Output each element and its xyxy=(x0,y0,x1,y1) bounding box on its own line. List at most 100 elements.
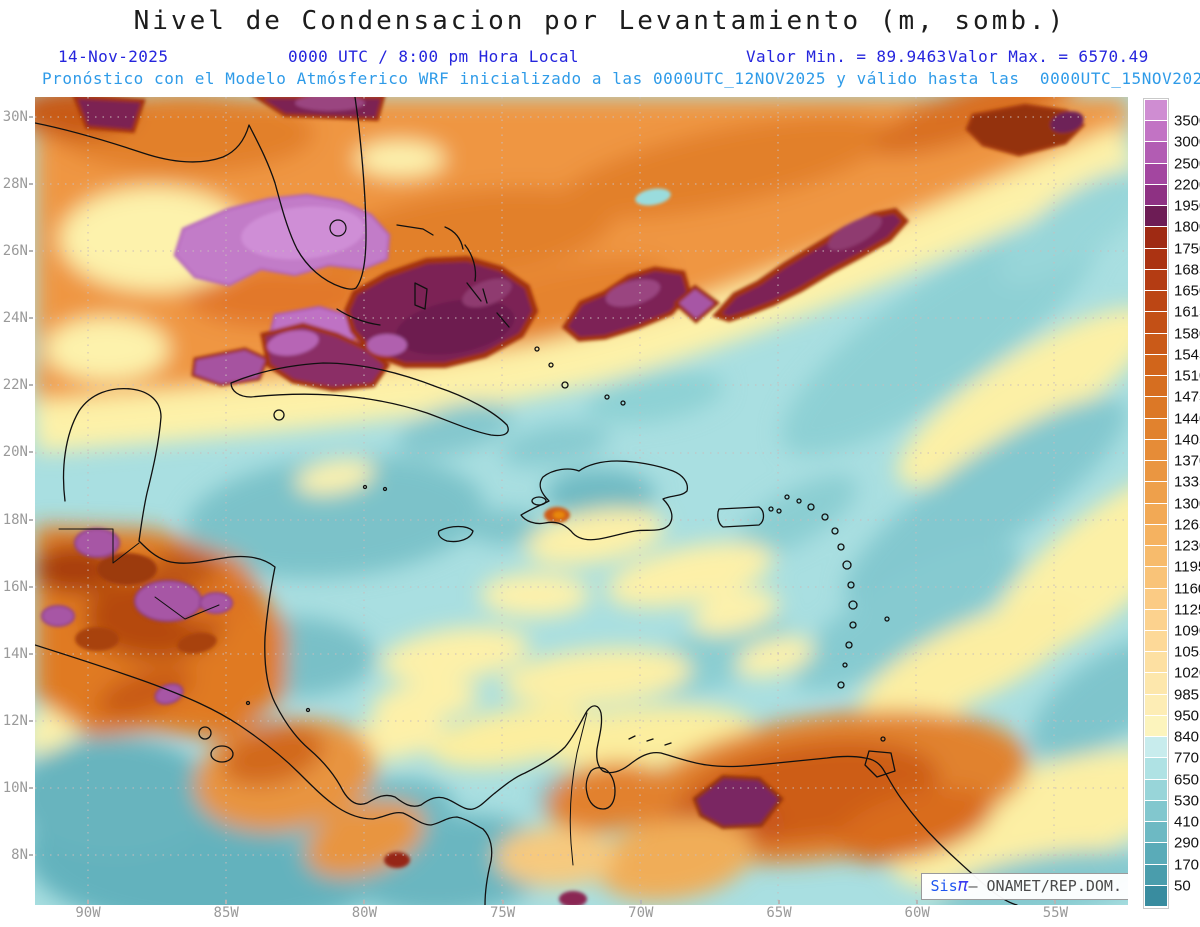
lon-label: 85W xyxy=(213,905,239,921)
colorbar-cell xyxy=(1144,884,1168,908)
colorbar-label: 1125 xyxy=(1174,601,1200,619)
coastline-florida-keys xyxy=(336,308,381,326)
colorbar-cell xyxy=(1144,608,1168,631)
lon-tick xyxy=(778,900,780,904)
colorbar-label: 1370 xyxy=(1174,452,1200,470)
colorbar-cell xyxy=(1144,162,1168,185)
colorbar-cell xyxy=(1144,651,1168,674)
lon-tick xyxy=(363,900,366,904)
colorbar-label: 1300 xyxy=(1174,495,1200,513)
lon-label: 60W xyxy=(904,905,930,921)
lon-label: 65W xyxy=(766,905,792,921)
coastline-puerto-rico xyxy=(717,506,765,528)
coastline-jamaica xyxy=(437,525,474,543)
colorbar-label: 1545 xyxy=(1174,346,1200,364)
colorbar-cell xyxy=(1144,205,1168,228)
lat-label: 20N xyxy=(2,444,28,461)
colorbar-cell xyxy=(1144,629,1168,653)
colorbar-cell xyxy=(1144,311,1168,334)
colorbar-cell xyxy=(1144,98,1168,122)
lake-okeechobee xyxy=(329,219,347,237)
colorbar-label: 3500 xyxy=(1174,112,1200,130)
coastline-cuba xyxy=(230,362,509,437)
ile-gonave xyxy=(531,496,547,506)
colorbar-cell xyxy=(1144,778,1168,801)
colorbar-cell xyxy=(1144,502,1168,525)
colorbar-cell xyxy=(1144,481,1168,504)
colorbar-label: 1440 xyxy=(1174,410,1200,428)
colorbar-cell xyxy=(1144,863,1168,886)
colorbar-label: 1750 xyxy=(1174,240,1200,258)
lon-label: 55W xyxy=(1042,905,1069,921)
lon-tick xyxy=(225,900,228,904)
colorbar-cell xyxy=(1144,842,1168,865)
lat-tick xyxy=(29,317,33,320)
lon-label: 70W xyxy=(628,905,654,921)
colorbar-label: 1055 xyxy=(1174,643,1200,661)
lat-label: 28N xyxy=(2,176,28,193)
lat-label: 10N xyxy=(2,779,28,796)
colorbar-label: 1195 xyxy=(1174,558,1200,576)
lat-tick xyxy=(29,451,33,454)
colorbar-cell xyxy=(1144,545,1168,568)
colorbar-label: 840 xyxy=(1174,728,1200,746)
lat-label: 12N xyxy=(2,712,28,729)
lat-label: 26N xyxy=(2,243,28,260)
colorbar-cell xyxy=(1144,799,1168,823)
colorbar-label: 650 xyxy=(1174,771,1200,789)
colorbar-cell xyxy=(1144,821,1168,844)
lat-tick xyxy=(29,853,33,856)
valid-date: 14-Nov-2025 xyxy=(58,47,169,66)
colorbar-cell xyxy=(1144,523,1168,547)
coastline-hispaniola xyxy=(520,460,689,541)
map-canvas: Sisπ– ONAMET/REP.DOM. xyxy=(35,97,1128,905)
colorbar-label: 985 xyxy=(1174,686,1200,704)
border-colombia-venezuela xyxy=(569,712,588,866)
lon-label: 80W xyxy=(351,905,378,921)
lat-tick xyxy=(29,719,33,722)
border-guatemala xyxy=(58,528,220,620)
valid-time: 0000 UTC / 8:00 pm Hora Local xyxy=(288,47,579,66)
colorbar-label: 1160 xyxy=(1174,580,1200,598)
bahamas-eleuthera xyxy=(464,244,477,282)
attribution-separator: – xyxy=(968,877,987,895)
colorbar-cell xyxy=(1144,672,1168,695)
lat-label: 24N xyxy=(2,310,28,327)
lat-tick xyxy=(29,384,33,387)
bahamas-exuma xyxy=(466,282,482,302)
colorbar-label: 3000 xyxy=(1174,133,1200,151)
colorbar-label: 2200 xyxy=(1174,176,1200,194)
lat-tick xyxy=(29,250,33,253)
colorbar-label: 1020 xyxy=(1174,664,1200,682)
attribution-app-name: Sis xyxy=(930,877,958,895)
attribution-org: ONAMET/REP.DOM. xyxy=(986,877,1122,895)
lat-tick xyxy=(29,585,33,588)
isla-juventud xyxy=(273,409,285,421)
colorbar-label: 1090 xyxy=(1174,622,1200,640)
colorbar-cell xyxy=(1144,247,1168,270)
lake-nicaragua-small xyxy=(198,726,212,740)
colorbar-cell xyxy=(1144,226,1168,249)
bahamas-andros xyxy=(414,282,428,310)
lake-nicaragua xyxy=(210,745,234,763)
colorbar-cell xyxy=(1144,566,1168,589)
colorbar-cell xyxy=(1144,438,1168,462)
colorbar-label: 950 xyxy=(1174,707,1200,725)
colorbar-cell xyxy=(1144,120,1168,143)
colorbar-label: 1405 xyxy=(1174,431,1200,449)
colorbar-cell xyxy=(1144,460,1168,483)
colorbar-cell xyxy=(1144,353,1168,377)
lat-tick xyxy=(29,116,33,118)
lat-label: 30N xyxy=(2,109,28,125)
lon-tick xyxy=(87,900,89,904)
coastline-south-america xyxy=(494,705,1018,905)
colorbar-label: 290 xyxy=(1174,834,1200,852)
max-value-label: Valor Max. = 6570.49 xyxy=(948,47,1149,66)
lake-maracaibo xyxy=(585,767,616,810)
lat-label: 22N xyxy=(2,377,28,394)
colorbar-label: 170 xyxy=(1174,856,1200,874)
colorbar-cell xyxy=(1144,757,1168,780)
coastline-pacific-centam xyxy=(35,644,493,905)
